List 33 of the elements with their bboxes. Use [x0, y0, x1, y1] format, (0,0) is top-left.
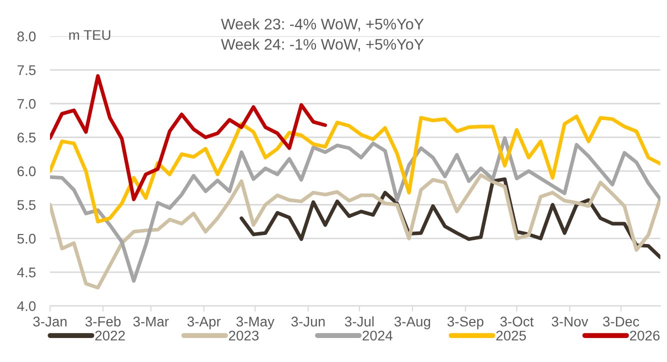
- x-tick-label: 3-Feb: [85, 316, 121, 327]
- x-tick-label: 3-Apr: [187, 316, 221, 330]
- x-tick-label: 3-Sep: [447, 316, 484, 330]
- y-tick-label: 7.5: [18, 65, 36, 76]
- legend-label: 2023: [228, 330, 259, 341]
- y-tick-label: 7.0: [18, 98, 36, 109]
- x-tick-label: 3-Jan: [33, 316, 66, 327]
- x-tick-label: 3-Mar: [133, 316, 169, 327]
- y-tick-label: 5.5: [17, 200, 36, 210]
- annotation: m TEU: [69, 30, 110, 40]
- legend-label: 2022: [95, 330, 125, 341]
- x-tick-label: 3-Oct: [500, 316, 534, 327]
- x-tick-label: 3-Jun: [291, 316, 325, 327]
- text: Week 23: -4% WoW, +5%YoY: [220, 18, 424, 32]
- legend-label: 2024: [362, 330, 392, 341]
- y-tick-label: 4.0: [17, 301, 36, 312]
- y-tick-label: 5.0: [17, 234, 36, 244]
- line-series: [50, 173, 660, 290]
- legend-label: 2025: [496, 330, 526, 341]
- y-tick-label: 6.5: [18, 132, 36, 143]
- x-tick-label: 3-May: [236, 316, 274, 330]
- x-tick-label: 3-Dec: [603, 316, 640, 327]
- line-series: [50, 74, 328, 202]
- y-tick-label: 4.5: [17, 268, 36, 278]
- x-tick-label: 3-Jul: [344, 316, 374, 327]
- y-tick-label: 6.0: [18, 166, 36, 176]
- line-series: [50, 114, 660, 224]
- legend-label: 2026: [630, 330, 660, 341]
- line-series: [50, 136, 660, 283]
- x-tick-label: 3-Aug: [394, 316, 430, 330]
- annotation: Week 24: -1% WoW, +5%YoY: [220, 38, 424, 52]
- y-tick-label: 8.0: [17, 32, 36, 42]
- x-tick-label: 3-Nov: [552, 316, 588, 327]
